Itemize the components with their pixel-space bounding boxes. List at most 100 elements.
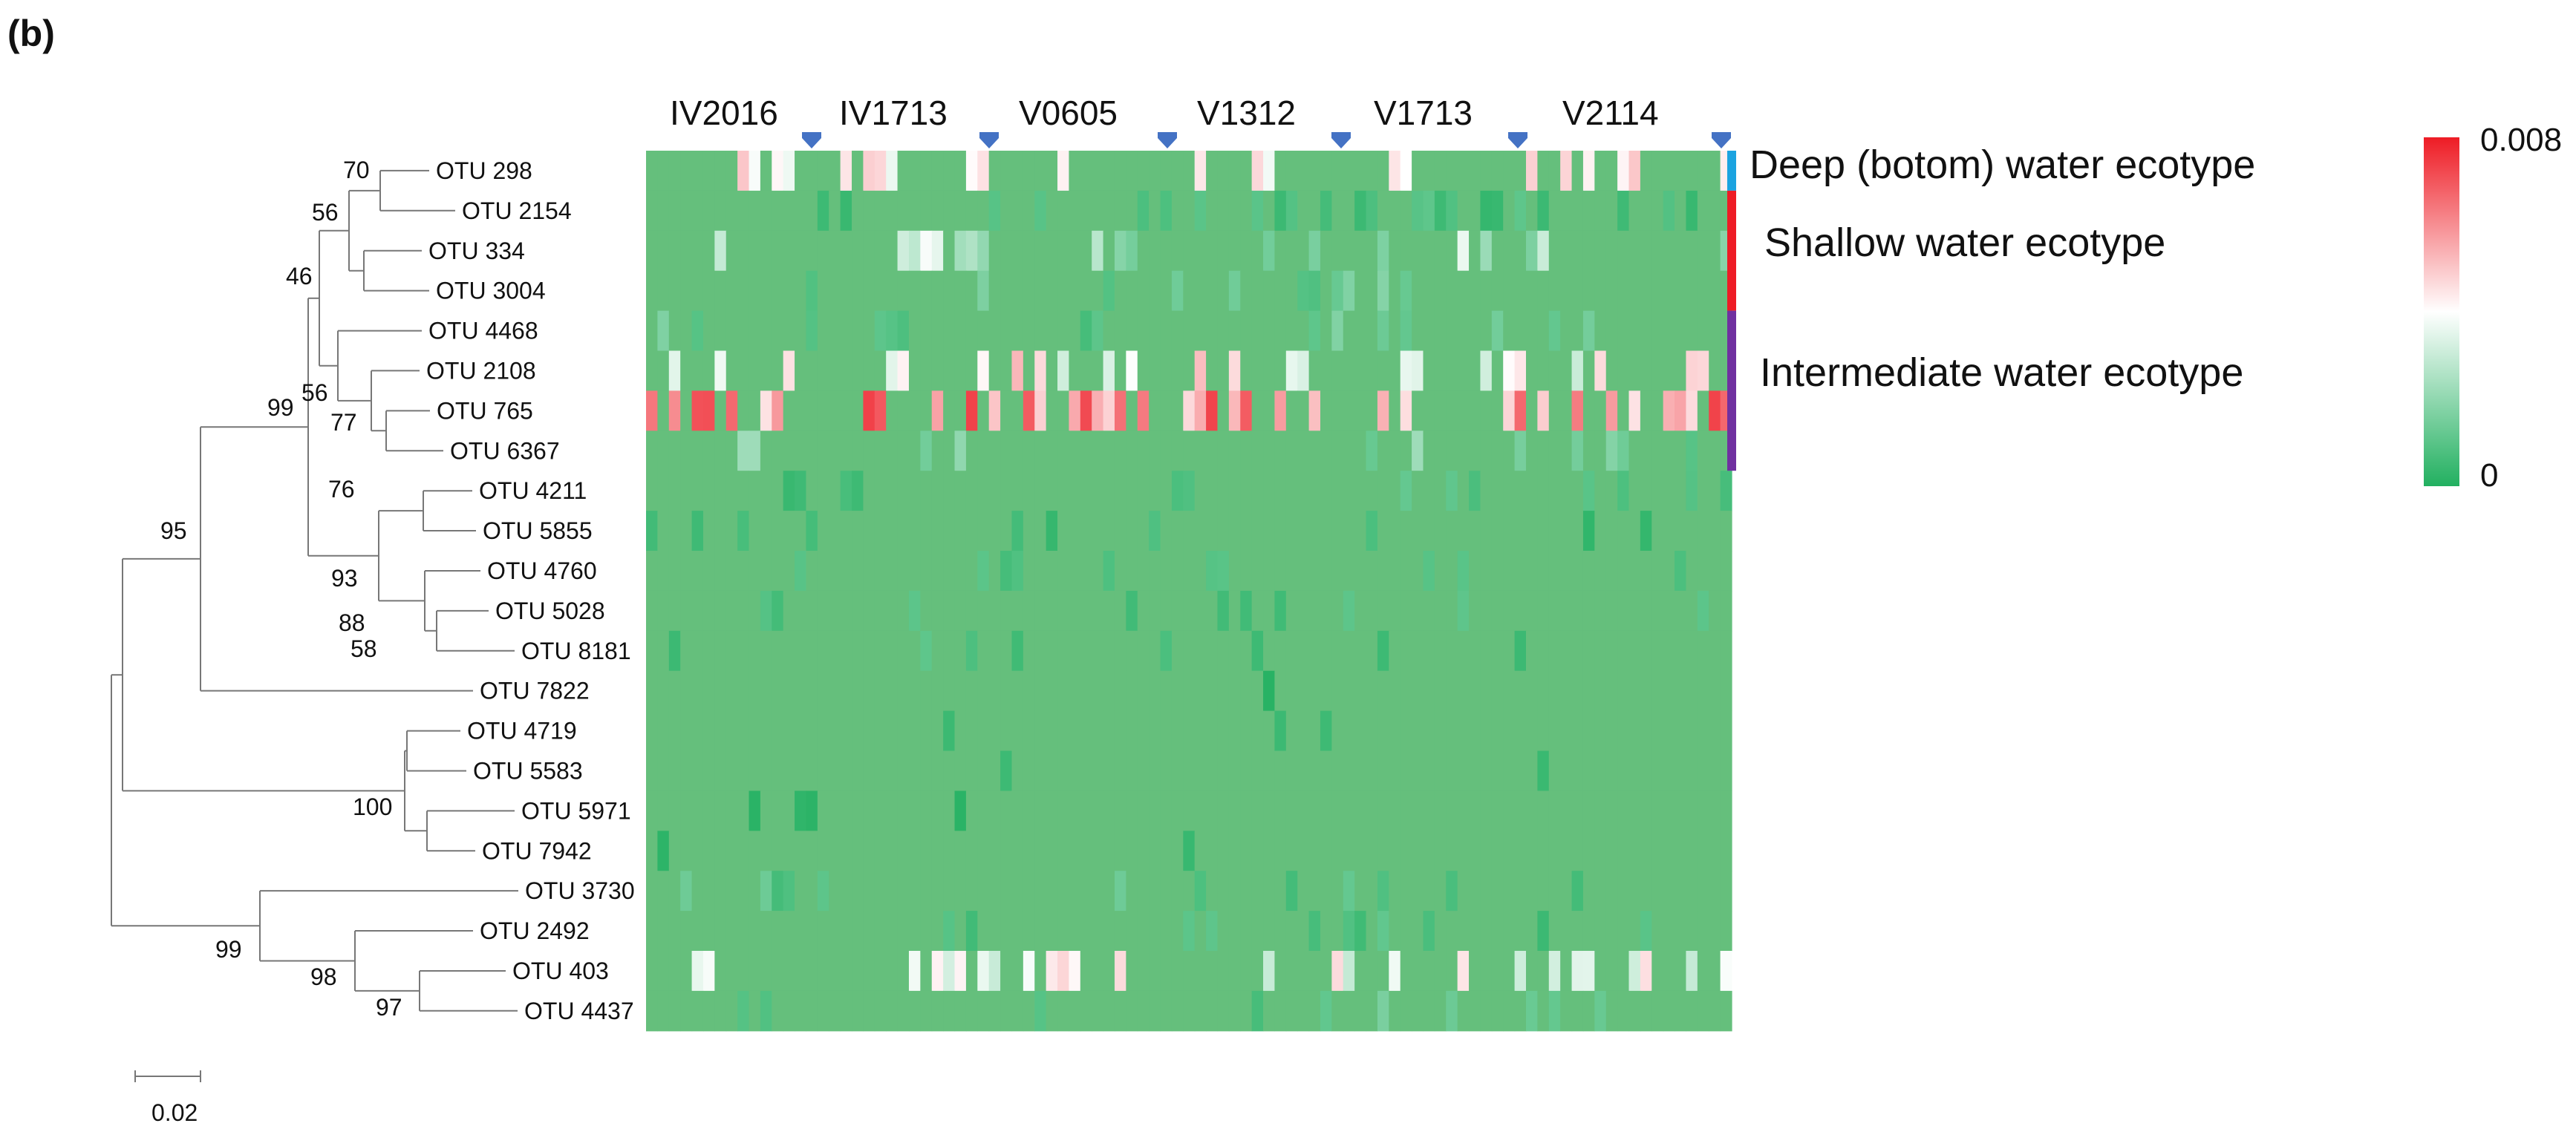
- heatmap-cell: [1423, 551, 1435, 592]
- heatmap-cell: [1651, 791, 1664, 831]
- heatmap-cell: [1160, 670, 1173, 712]
- heatmap-cell: [1171, 350, 1184, 391]
- heatmap-cell: [863, 590, 875, 632]
- heatmap-cell: [988, 431, 1001, 471]
- heatmap-cell: [668, 791, 681, 831]
- heatmap-cell: [1469, 750, 1481, 791]
- heatmap-cell: [1469, 630, 1481, 672]
- heatmap-cell: [965, 831, 978, 871]
- heatmap-cell: [1663, 630, 1675, 672]
- heatmap-cell: [1137, 270, 1150, 312]
- row-label: OTU 4719: [467, 718, 577, 745]
- heatmap-cell: [817, 511, 829, 552]
- heatmap-cell: [1331, 710, 1344, 752]
- heatmap-cell: [783, 471, 795, 511]
- heatmap-cell: [1412, 871, 1424, 912]
- heatmap-cell: [1594, 310, 1607, 352]
- heatmap-cell: [1525, 471, 1538, 511]
- heatmap-cell: [1628, 471, 1641, 511]
- heatmap-cell: [1675, 230, 1687, 272]
- heatmap-cell: [1663, 670, 1675, 712]
- heatmap-cell: [988, 670, 1001, 712]
- row-label: OTU 4211: [479, 477, 587, 504]
- heatmap-cell: [863, 831, 875, 871]
- heatmap-cell: [1594, 630, 1607, 672]
- heatmap-cell: [1366, 511, 1378, 552]
- heatmap-cell: [943, 190, 956, 232]
- heatmap-cell: [1046, 390, 1058, 431]
- heatmap-cell: [1343, 151, 1355, 192]
- heatmap-cell: [1114, 511, 1126, 552]
- heatmap-cell: [1114, 630, 1126, 672]
- heatmap-cell: [886, 791, 899, 831]
- heatmap-cell: [1023, 230, 1035, 272]
- heatmap-cell: [702, 551, 715, 592]
- heatmap-cell: [965, 190, 978, 232]
- heatmap-cell: [1720, 871, 1732, 912]
- heatmap-cell: [1103, 230, 1115, 272]
- heatmap-cell: [965, 230, 978, 272]
- heatmap-cell: [749, 710, 761, 752]
- heatmap-cell: [1514, 831, 1527, 871]
- heatmap-cell: [817, 431, 829, 471]
- heatmap-cell: [760, 750, 772, 791]
- heatmap-cell: [1434, 270, 1447, 312]
- heatmap-cell: [1057, 750, 1070, 791]
- heatmap-cell: [1651, 390, 1664, 431]
- heatmap-cell: [1720, 831, 1732, 871]
- heatmap-cell: [1137, 190, 1150, 232]
- heatmap-cell: [1240, 990, 1253, 1032]
- heatmap-cell: [1525, 151, 1538, 192]
- heatmap-cell: [908, 750, 921, 791]
- heatmap-cell: [668, 511, 681, 552]
- heatmap-cell: [897, 590, 910, 632]
- heatmap-cell: [1274, 911, 1287, 952]
- heatmap-cell: [1331, 871, 1344, 912]
- heatmap-cell: [1183, 310, 1196, 352]
- heatmap-cell: [1651, 310, 1664, 352]
- heatmap-cell: [646, 190, 658, 232]
- heatmap-cell: [1285, 511, 1298, 552]
- heatmap-cell: [783, 190, 795, 232]
- heatmap-cell: [1582, 590, 1595, 632]
- heatmap-cell: [1320, 151, 1332, 192]
- heatmap-cell: [977, 310, 990, 352]
- heatmap-cell: [668, 710, 681, 752]
- heatmap-cell: [1126, 230, 1138, 272]
- heatmap-cell: [1320, 431, 1332, 471]
- site-group-label: V1312: [1197, 94, 1296, 132]
- heatmap-cell: [1011, 270, 1024, 312]
- heatmap-cell: [988, 511, 1001, 552]
- heatmap-cell: [657, 471, 670, 511]
- heatmap-cell: [1000, 990, 1013, 1032]
- heatmap-cell: [1697, 390, 1709, 431]
- heatmap-cell: [1434, 590, 1447, 632]
- heatmap-cell: [1057, 791, 1070, 831]
- heatmap-cell: [1228, 630, 1241, 672]
- heatmap-cell: [977, 630, 990, 672]
- heatmap-cell: [1686, 390, 1698, 431]
- heatmap-cell: [1663, 951, 1675, 992]
- heatmap-cell: [1446, 551, 1458, 592]
- heatmap-cell: [1491, 710, 1504, 752]
- heatmap-cell: [1354, 871, 1367, 912]
- heatmap-cell: [1263, 151, 1276, 192]
- panel-label: (b): [7, 13, 55, 54]
- heatmap-cell: [1537, 310, 1550, 352]
- heatmap-cell: [657, 791, 670, 831]
- heatmap-cell: [1389, 270, 1401, 312]
- heatmap-cell: [1331, 511, 1344, 552]
- heatmap-cell: [1149, 710, 1161, 752]
- heatmap-cell: [1034, 390, 1047, 431]
- heatmap-cell: [1240, 190, 1253, 232]
- heatmap-cell: [1206, 911, 1219, 952]
- bootstrap-value: 99: [215, 936, 242, 963]
- heatmap-cell: [1503, 350, 1516, 391]
- heatmap-cell: [840, 791, 852, 831]
- heatmap-cell: [1251, 551, 1264, 592]
- heatmap-cell: [988, 871, 1001, 912]
- heatmap-cell: [1126, 791, 1138, 831]
- heatmap-cell: [1171, 431, 1184, 471]
- heatmap-cell: [1206, 390, 1219, 431]
- heatmap-cell: [646, 350, 658, 391]
